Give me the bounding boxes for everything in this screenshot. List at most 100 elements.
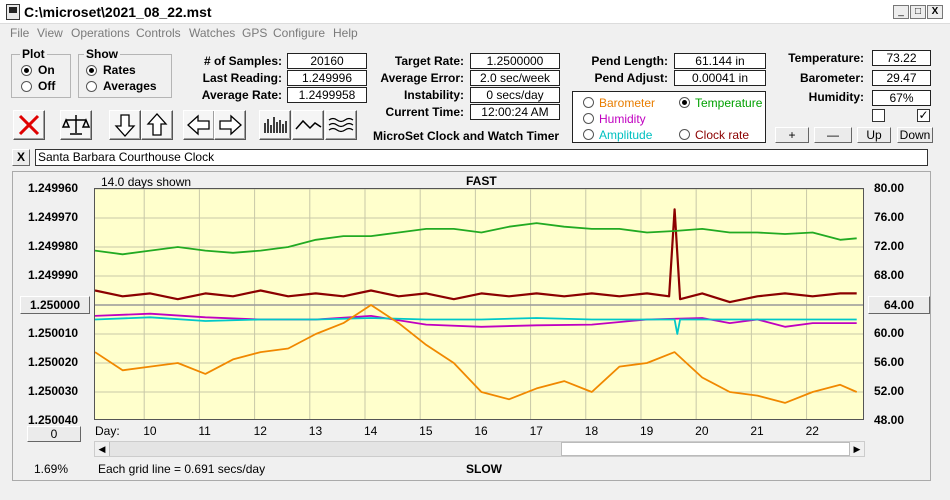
minus-button[interactable]: — (814, 127, 852, 143)
show-averages-radio[interactable] (86, 81, 97, 92)
checkbox-1[interactable] (872, 109, 885, 122)
plot-group: Plot On Off (11, 47, 71, 98)
shift-up-button[interactable] (141, 110, 173, 140)
days-shown-label: 14.0 days shown (101, 175, 192, 189)
scroll-left-arrow-icon[interactable]: ◀ (95, 442, 110, 456)
histogram-button[interactable] (259, 110, 291, 140)
left-tick-label: 1.249990 (28, 268, 79, 282)
series-line-3 (95, 316, 857, 335)
show-rates-radio[interactable] (86, 65, 97, 76)
arrow-left-icon (187, 114, 210, 136)
down-button[interactable]: Down (897, 127, 933, 143)
scrollbar-thumb[interactable] (561, 442, 851, 456)
plot-off-radio[interactable] (21, 81, 32, 92)
x-tick-label: 18 (584, 424, 599, 438)
x-tick-label: 16 (474, 424, 488, 438)
series-line-0 (95, 208, 857, 304)
grid-note: Each grid line = 0.691 secs/day (98, 462, 266, 476)
menu-help[interactable]: Help (333, 26, 358, 40)
amplitude-radio[interactable] (583, 129, 594, 140)
cancel-button[interactable] (13, 110, 45, 140)
pend-adjust-label: Pend Adjust: (594, 71, 668, 85)
clock-rate-option: Clock rate (695, 128, 750, 142)
cancel-icon (18, 114, 40, 136)
horizontal-scrollbar[interactable]: ◀ ▶ (94, 441, 865, 457)
checkbox-2[interactable]: ✓ (917, 108, 930, 122)
right-tick-label: 76.00 (874, 210, 905, 224)
multi-wave-icon (328, 117, 354, 133)
x-axis-label: Day: (95, 424, 120, 438)
right-tick-label: 60.00 (874, 326, 905, 340)
left-tick-label: 1.249960 (28, 181, 79, 195)
target-rate-label: Target Rate: (394, 54, 464, 68)
app-icon (6, 4, 20, 20)
percent-label: 1.69% (34, 462, 69, 476)
last-reading-label: Last Reading: (202, 71, 282, 85)
left-tick-label: 1.250040 (28, 413, 79, 427)
arrow-down-icon (114, 114, 136, 137)
x-tick-label: 11 (198, 424, 211, 438)
left-value-button[interactable]: 1.250000 (20, 296, 90, 314)
clock-rate-radio[interactable] (679, 129, 690, 140)
series-line-2 (95, 312, 857, 328)
maximize-button[interactable]: □ (910, 5, 926, 19)
temperature-radio[interactable] (679, 97, 690, 108)
left-tick-label: 1.249980 (28, 239, 79, 253)
show-rates-label: Rates (103, 63, 136, 77)
title-bar: C:\microset\2021_08_22.mst _ □ X (0, 0, 950, 24)
menu-gps[interactable]: GPS (242, 26, 268, 40)
window-title: C:\microset\2021_08_22.mst (24, 4, 212, 20)
description-field[interactable]: Santa Barbara Courthouse Clock (35, 149, 928, 166)
x-tick-label: 15 (419, 424, 433, 438)
x-tick-label: 19 (639, 424, 654, 438)
x-tick-label: 13 (308, 424, 323, 438)
right-tick-label: 52.00 (874, 384, 905, 398)
last-reading-field: 1.249996 (287, 70, 367, 86)
right-value-button[interactable]: 64.00 (868, 296, 930, 314)
line-wave-icon (295, 119, 322, 130)
scroll-right-button[interactable] (214, 110, 246, 140)
menu-controls[interactable]: Controls (136, 26, 181, 40)
humidity-option: Humidity (599, 112, 646, 126)
calibrate-button[interactable] (60, 110, 92, 140)
menu-operations[interactable]: Operations (71, 26, 130, 40)
scroll-right-arrow-icon[interactable]: ▶ (849, 442, 864, 456)
target-rate-field[interactable]: 1.2500000 (470, 53, 560, 69)
current-time-label: Current Time: (385, 105, 464, 119)
up-button[interactable]: Up (857, 127, 891, 143)
menu-view[interactable]: View (37, 26, 63, 40)
menu-watches[interactable]: Watches (189, 26, 236, 40)
temperature-label: Temperature: (788, 51, 864, 65)
instability-field: 0 secs/day (470, 87, 560, 103)
x-tick-label: 22 (805, 424, 819, 438)
right-tick-label: 80.00 (874, 181, 905, 195)
description-close-button[interactable]: X (12, 149, 30, 166)
average-error-field: 2.0 sec/week (470, 70, 560, 86)
multi-wave-button[interactable] (325, 110, 357, 140)
average-rate-label: Average Rate: (201, 88, 282, 102)
plot-on-radio[interactable] (21, 65, 32, 76)
x-tick-label: 21 (750, 424, 764, 438)
menu-file[interactable]: File (10, 26, 30, 40)
scroll-left-button[interactable] (183, 110, 215, 140)
left-tick-label: 1.250010 (28, 326, 79, 340)
wave-view-button[interactable] (292, 110, 324, 140)
barometer-radio[interactable] (583, 97, 594, 108)
plot-group-label: Plot (20, 47, 47, 61)
slow-label: SLOW (466, 462, 502, 476)
shift-down-button[interactable] (109, 110, 141, 140)
right-tick-label: 48.00 (874, 413, 905, 427)
balance-scale-icon (61, 115, 91, 135)
zero-button[interactable]: 0 (27, 426, 81, 442)
minimize-button[interactable]: _ (893, 5, 909, 19)
menu-configure[interactable]: Configure (273, 26, 326, 40)
temperature-option: Temperature (695, 96, 763, 110)
series-line-4 (95, 304, 858, 404)
plus-button[interactable]: + (775, 127, 809, 143)
pend-length-label: Pend Length: (591, 54, 668, 68)
close-button[interactable]: X (927, 5, 943, 19)
humidity-label: Humidity: (808, 90, 864, 104)
humidity-radio[interactable] (583, 113, 594, 124)
samples-label: # of Samples: (203, 54, 282, 68)
fast-label: FAST (466, 174, 497, 188)
